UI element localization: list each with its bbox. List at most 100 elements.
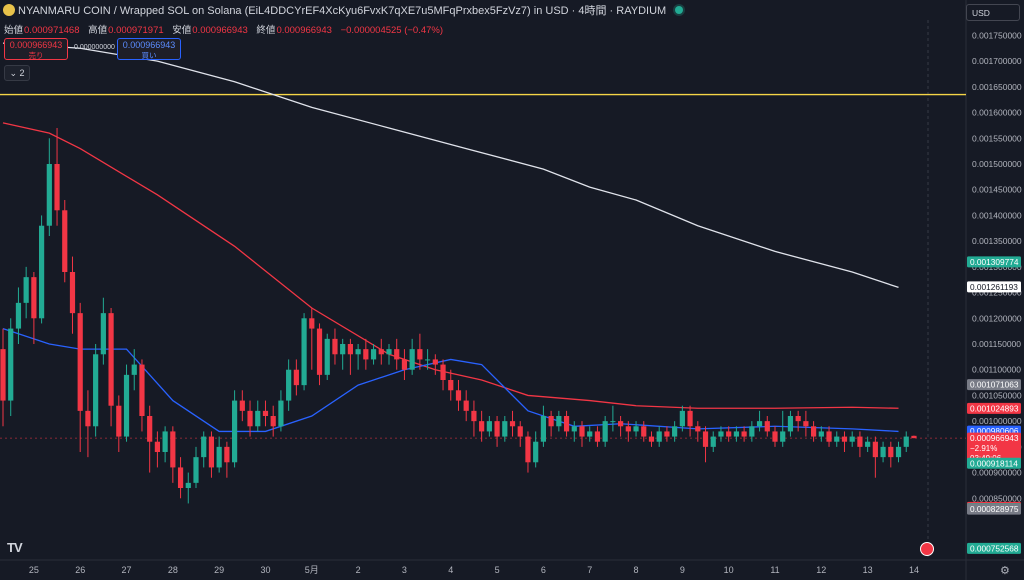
sell-button[interactable]: 0.000966943 売り (4, 38, 68, 60)
buy-button[interactable]: 0.000966943 買い (117, 38, 181, 60)
price-label-extra: −2.91% (970, 444, 997, 453)
gear-icon[interactable]: ⚙ (1000, 565, 1010, 577)
flag-icon[interactable] (920, 542, 934, 556)
candle-body (872, 441, 878, 458)
candle-body (363, 349, 369, 360)
y-tick-label: 0.001700000 (972, 56, 1022, 66)
ohlc-legend: 始値0.000971468 高値0.000971971 安値0.00096694… (4, 22, 449, 36)
candle-body (77, 313, 83, 411)
candle-body (471, 410, 477, 422)
x-tick-label: 5月 (305, 565, 319, 575)
y-tick-label: 0.001450000 (972, 185, 1022, 195)
candle-body (455, 390, 462, 401)
candle-body (286, 369, 292, 401)
candle-body (54, 164, 60, 211)
y-tick-label: 0.001250000 (972, 288, 1022, 298)
indicators-toggle-button[interactable]: ⌄ 2 (4, 65, 30, 81)
x-tick-label: 30 (260, 565, 270, 575)
candle-body (463, 400, 469, 411)
y-tick-label: 0.001100000 (972, 365, 1021, 375)
x-tick-label: 4 (448, 565, 453, 575)
candle-body (170, 431, 176, 468)
price-label-text: 0.001024893 (970, 403, 1019, 413)
price-label-text: 0.000966943 (970, 433, 1019, 443)
high-label: 高値 (88, 25, 108, 36)
candle-body (177, 467, 184, 488)
symbol-title[interactable]: NYANMARU COIN / Wrapped SOL on Solana (E… (18, 5, 667, 17)
candle-body (185, 482, 191, 488)
x-tick-label: 5 (495, 565, 500, 575)
candle-body (803, 421, 809, 427)
price-label-box (967, 379, 1021, 391)
candle-body (370, 349, 377, 360)
candle-body (764, 421, 770, 432)
candle-body (409, 349, 415, 370)
x-tick-label: 9 (680, 565, 685, 575)
y-tick-label: 0.001350000 (972, 236, 1022, 246)
y-tick-label: 0.001050000 (972, 390, 1022, 400)
x-tick-label: 28 (168, 565, 178, 575)
candle-body (262, 410, 269, 416)
candle-body (216, 446, 222, 468)
candle-body (386, 349, 392, 355)
candle-body (895, 446, 902, 458)
x-tick-label: 27 (122, 565, 132, 575)
close-label: 終値 (256, 25, 276, 36)
candle-body (139, 364, 145, 416)
spread-value: 0.000000000 (74, 44, 115, 51)
candle-body (710, 436, 716, 447)
candle-body (247, 410, 253, 427)
candle-body (556, 416, 562, 427)
candle-body (679, 410, 685, 427)
candle-body (425, 359, 431, 361)
price-label-text: 0.000918114 (970, 458, 1018, 468)
tradingview-logo-icon: TV (7, 540, 23, 555)
candle-body (756, 421, 763, 427)
candle-body (517, 426, 523, 437)
x-tick-label: 10 (724, 565, 734, 575)
candle-body (787, 416, 794, 432)
candle-body (818, 431, 824, 437)
price-label-box (967, 256, 1021, 268)
chevron-down-icon: ⌄ (9, 68, 20, 78)
candle-body (849, 436, 855, 442)
candle-body (347, 344, 353, 355)
candle-body (62, 210, 68, 272)
candle-body (533, 441, 539, 463)
candle-body (255, 410, 261, 427)
buy-label: 買い (141, 51, 157, 60)
x-tick-label: 8 (634, 565, 639, 575)
candle-body (911, 435, 917, 439)
candle-body (579, 426, 585, 437)
candle-body (0, 349, 6, 401)
price-label-text: 0.000828975 (970, 504, 1019, 514)
coin-logo-icon (3, 4, 15, 16)
candle-body (865, 441, 871, 447)
candle-body (224, 446, 230, 463)
candle-body (93, 354, 99, 427)
candle-body (502, 421, 508, 437)
candle-body (749, 426, 755, 437)
currency-select[interactable]: USD (966, 4, 1020, 21)
open-label: 始値 (4, 25, 24, 36)
market-status-icon (675, 6, 684, 14)
candle-body (324, 338, 330, 375)
candle-body (587, 431, 593, 437)
candle-body (540, 416, 546, 442)
candle-body (509, 421, 516, 427)
candle-body (610, 421, 616, 423)
candle-body (394, 349, 400, 360)
candle-body (687, 410, 693, 427)
y-tick-label: 0.001500000 (972, 159, 1022, 169)
ma-line-0 (2, 42, 899, 289)
candle-body (479, 421, 485, 432)
candle-body (162, 431, 168, 452)
y-tick-label: 0.001150000 (972, 339, 1021, 349)
x-tick-label: 6 (541, 565, 546, 575)
candle-body (494, 421, 500, 437)
candle-body (8, 328, 14, 401)
candle-body (563, 416, 570, 432)
candle-body (69, 272, 76, 314)
candle-body (193, 457, 199, 483)
